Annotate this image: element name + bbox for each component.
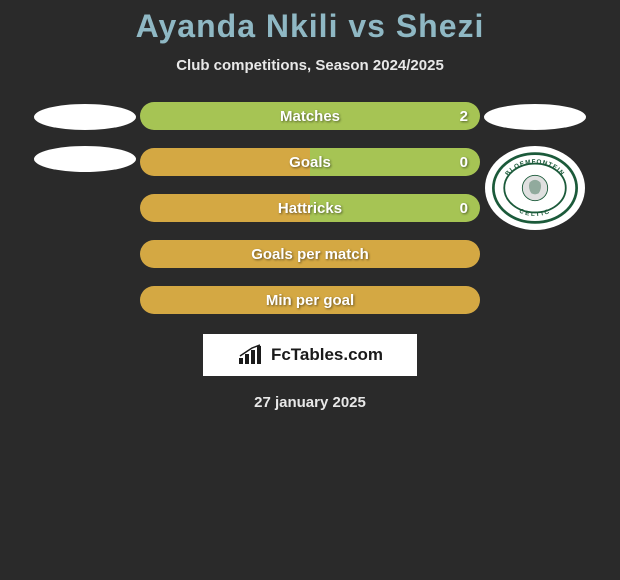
right-badge-1	[484, 104, 586, 130]
main-container: Ayanda Nkili vs Shezi Club competitions,…	[0, 0, 620, 580]
stat-label: Goals per match	[251, 246, 369, 263]
left-badge-column	[30, 102, 140, 172]
stats-bars: Matches 2 Goals 0 Hattricks 0 Goals per match M…	[140, 102, 480, 314]
stat-right-value: 0	[460, 200, 468, 217]
date-label: 27 january 2025	[254, 394, 366, 411]
stat-label: Hattricks	[278, 200, 342, 217]
page-title: Ayanda Nkili vs Shezi	[136, 8, 485, 45]
svg-text:CELTIC: CELTIC	[518, 208, 552, 218]
stat-label: Matches	[280, 108, 340, 125]
brand-text: FcTables.com	[271, 345, 383, 365]
stat-right-value: 0	[460, 154, 468, 171]
stat-label: Goals	[289, 154, 331, 171]
stat-bar-matches: Matches 2	[140, 102, 480, 130]
club-badge: BLOEMFONTEIN CELTIC	[485, 146, 585, 230]
left-badge-1	[34, 104, 136, 130]
stat-bar-hattricks: Hattricks 0	[140, 194, 480, 222]
svg-text:BLOEMFONTEIN: BLOEMFONTEIN	[504, 159, 566, 178]
stat-bar-goals: Goals 0	[140, 148, 480, 176]
stat-right-value: 2	[460, 108, 468, 125]
stats-area: Matches 2 Goals 0 Hattricks 0 Goals per match M…	[0, 102, 620, 314]
stat-bar-goals-per-match: Goals per match	[140, 240, 480, 268]
left-badge-2	[34, 146, 136, 172]
stat-bar-min-per-goal: Min per goal	[140, 286, 480, 314]
right-badge-column: BLOEMFONTEIN CELTIC	[480, 102, 590, 230]
chart-icon	[237, 344, 265, 366]
stat-label: Min per goal	[266, 292, 354, 309]
subtitle: Club competitions, Season 2024/2025	[176, 57, 444, 74]
club-badge-svg: BLOEMFONTEIN CELTIC	[489, 150, 581, 226]
brand-logo[interactable]: FcTables.com	[203, 334, 417, 376]
